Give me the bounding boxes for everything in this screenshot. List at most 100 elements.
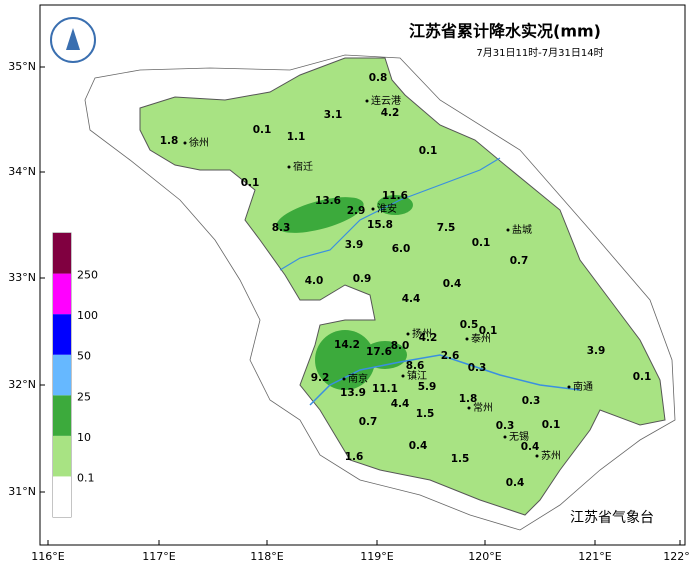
city-name: 徐州 (189, 136, 209, 149)
city-name: 盐城 (512, 223, 532, 236)
title: 江苏省累计降水实况(mm) (409, 22, 601, 41)
footer: 江苏省气象台 (570, 510, 654, 526)
rainfall-value: 4.0 (305, 275, 324, 287)
rainfall-value: 8.6 (406, 360, 425, 372)
rainfall-value: 0.1 (241, 177, 260, 189)
city-name: 连云港 (371, 94, 401, 107)
rainfall-value: 14.2 (334, 339, 360, 351)
longitude-label: 119°E (360, 550, 393, 563)
rainfall-value: 3.9 (345, 239, 364, 251)
city-dot (401, 374, 405, 378)
rainfall-value: 0.4 (443, 278, 462, 290)
heavy-rain-area (276, 197, 364, 233)
rainfall-value: 5.9 (418, 381, 437, 393)
city-dot (503, 435, 507, 439)
rainfall-value: 1.8 (459, 393, 478, 405)
rainfall-value: 15.8 (367, 219, 393, 231)
rainfall-value: 0.4 (409, 440, 428, 452)
legend-swatch (53, 233, 71, 274)
city-dot (567, 385, 571, 389)
rainfall-value: 2.9 (347, 205, 366, 217)
logo-icon (66, 28, 80, 50)
rainfall-value: 4.2 (419, 332, 438, 344)
city-name: 无锡 (509, 430, 529, 443)
rainfall-value: 0.7 (359, 416, 378, 428)
legend-swatch (53, 314, 71, 355)
longitude-label: 118°E (250, 550, 283, 563)
map-frame (39, 4, 686, 546)
longitude-label: 121°E (578, 550, 611, 563)
city-name: 南通 (573, 380, 593, 393)
legend-swatch (53, 273, 71, 315)
rainfall-value: 4.4 (402, 293, 421, 305)
yangtze-river (309, 354, 581, 406)
legend-swatch (53, 395, 71, 436)
city-dot (465, 337, 469, 341)
longitude-label: 120°E (468, 550, 501, 563)
river (279, 157, 501, 271)
heavy-rain-area (315, 330, 375, 390)
legend-swatch (53, 354, 71, 396)
rainfall-value: 0.9 (353, 273, 372, 285)
longitude-label: 122°E (663, 550, 690, 563)
city-dot (183, 141, 187, 145)
rainfall-value: 1.5 (451, 453, 470, 465)
rainfall-value: 1.1 (287, 131, 306, 143)
rainfall-value: 11.6 (382, 190, 408, 202)
legend-label: 100 (77, 309, 98, 322)
rainfall-value: 1.8 (160, 135, 179, 147)
jiangsu-province (139, 57, 666, 516)
rainfall-value: 4.4 (391, 398, 410, 410)
rainfall-value: 0.1 (253, 124, 272, 136)
city-dot (287, 165, 291, 169)
city-dot (371, 207, 375, 211)
rainfall-value: 0.1 (472, 237, 491, 249)
legend-label: 10 (77, 431, 91, 444)
rainfall-value: 0.8 (369, 72, 388, 84)
rainfall-value: 9.2 (311, 372, 330, 384)
latitude-label: 32°N (8, 378, 36, 391)
rainfall-value: 4.2 (381, 107, 400, 119)
rainfall-value: 13.9 (340, 387, 366, 399)
longitude-label: 117°E (142, 550, 175, 563)
rainfall-value: 0.1 (633, 371, 652, 383)
city-name: 镇江 (407, 369, 427, 382)
legend-label: 250 (77, 269, 98, 282)
city-dot (535, 454, 539, 458)
rainfall-value: 8.0 (391, 340, 410, 352)
legend-swatch (53, 435, 71, 477)
rainfall-value: 17.6 (366, 346, 392, 358)
city-name: 宿迁 (293, 160, 313, 173)
legend-label: 0.1 (77, 471, 95, 484)
rainfall-value: 8.3 (272, 222, 291, 234)
city-name: 泰州 (471, 332, 491, 345)
city-name: 淮安 (377, 202, 397, 215)
rainfall-value: 0.7 (510, 255, 529, 267)
rainfall-value: 0.5 (460, 319, 479, 331)
rainfall-value: 7.5 (437, 222, 456, 234)
rainfall-value: 6.0 (392, 243, 411, 255)
rainfall-value: 0.3 (522, 395, 541, 407)
city-dot (342, 377, 346, 381)
city-dot (365, 99, 369, 103)
rainfall-value: 0.4 (521, 441, 540, 453)
city-name: 扬州 (412, 327, 432, 340)
city-dot (467, 406, 471, 410)
longitude-label: 116°E (31, 550, 64, 563)
rainfall-value: 2.6 (441, 350, 460, 362)
heavy-rain-area (363, 341, 407, 369)
latitude-label: 33°N (8, 271, 36, 284)
legend-swatch (53, 476, 71, 517)
rainfall-value: 3.9 (587, 345, 606, 357)
rainfall-value: 0.1 (419, 145, 438, 157)
rainfall-value: 1.5 (416, 408, 435, 420)
latitude-label: 31°N (8, 485, 36, 498)
heavy-rain-area (377, 195, 413, 215)
rainfall-value: 13.6 (315, 195, 341, 207)
rainfall-value: 3.1 (324, 109, 343, 121)
latitude-label: 35°N (8, 60, 36, 73)
legend-label: 50 (77, 350, 91, 363)
legend-label: 25 (77, 390, 91, 403)
city-dot (506, 228, 510, 232)
